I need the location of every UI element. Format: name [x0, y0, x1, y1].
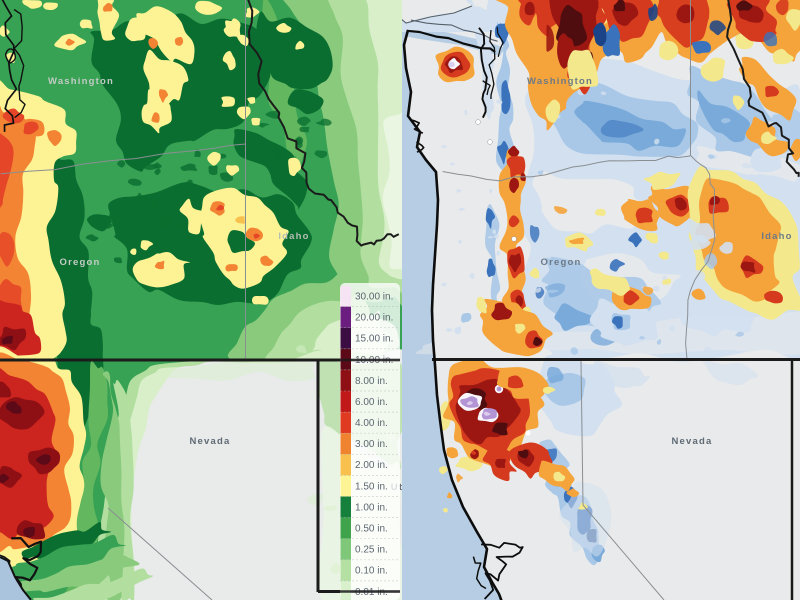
svg-text:Nevada: Nevada [672, 436, 713, 447]
svg-text:15.00 in.: 15.00 in. [355, 334, 393, 345]
svg-text:2.00 in.: 2.00 in. [355, 460, 388, 471]
svg-text:30.00 in.: 30.00 in. [355, 291, 393, 302]
svg-text:Washington: Washington [527, 76, 593, 87]
svg-text:Oregon: Oregon [541, 257, 582, 268]
svg-text:0.10 in.: 0.10 in. [355, 566, 388, 577]
svg-text:1.00 in.: 1.00 in. [355, 502, 388, 513]
svg-text:Idaho: Idaho [761, 231, 792, 242]
svg-text:0.25 in.: 0.25 in. [355, 545, 388, 556]
svg-text:Washington: Washington [48, 76, 114, 87]
svg-text:1.50 in.: 1.50 in. [355, 481, 388, 492]
svg-text:Idaho: Idaho [278, 231, 309, 242]
svg-text:6.00 in.: 6.00 in. [355, 397, 388, 408]
svg-text:8.00 in.: 8.00 in. [355, 376, 388, 387]
svg-text:20.00 in.: 20.00 in. [355, 313, 393, 324]
svg-text:Nevada: Nevada [190, 436, 231, 447]
svg-text:3.00 in.: 3.00 in. [355, 439, 388, 450]
svg-text:Oregon: Oregon [60, 257, 101, 268]
svg-text:0.50 in.: 0.50 in. [355, 524, 388, 535]
svg-text:4.00 in.: 4.00 in. [355, 418, 388, 429]
